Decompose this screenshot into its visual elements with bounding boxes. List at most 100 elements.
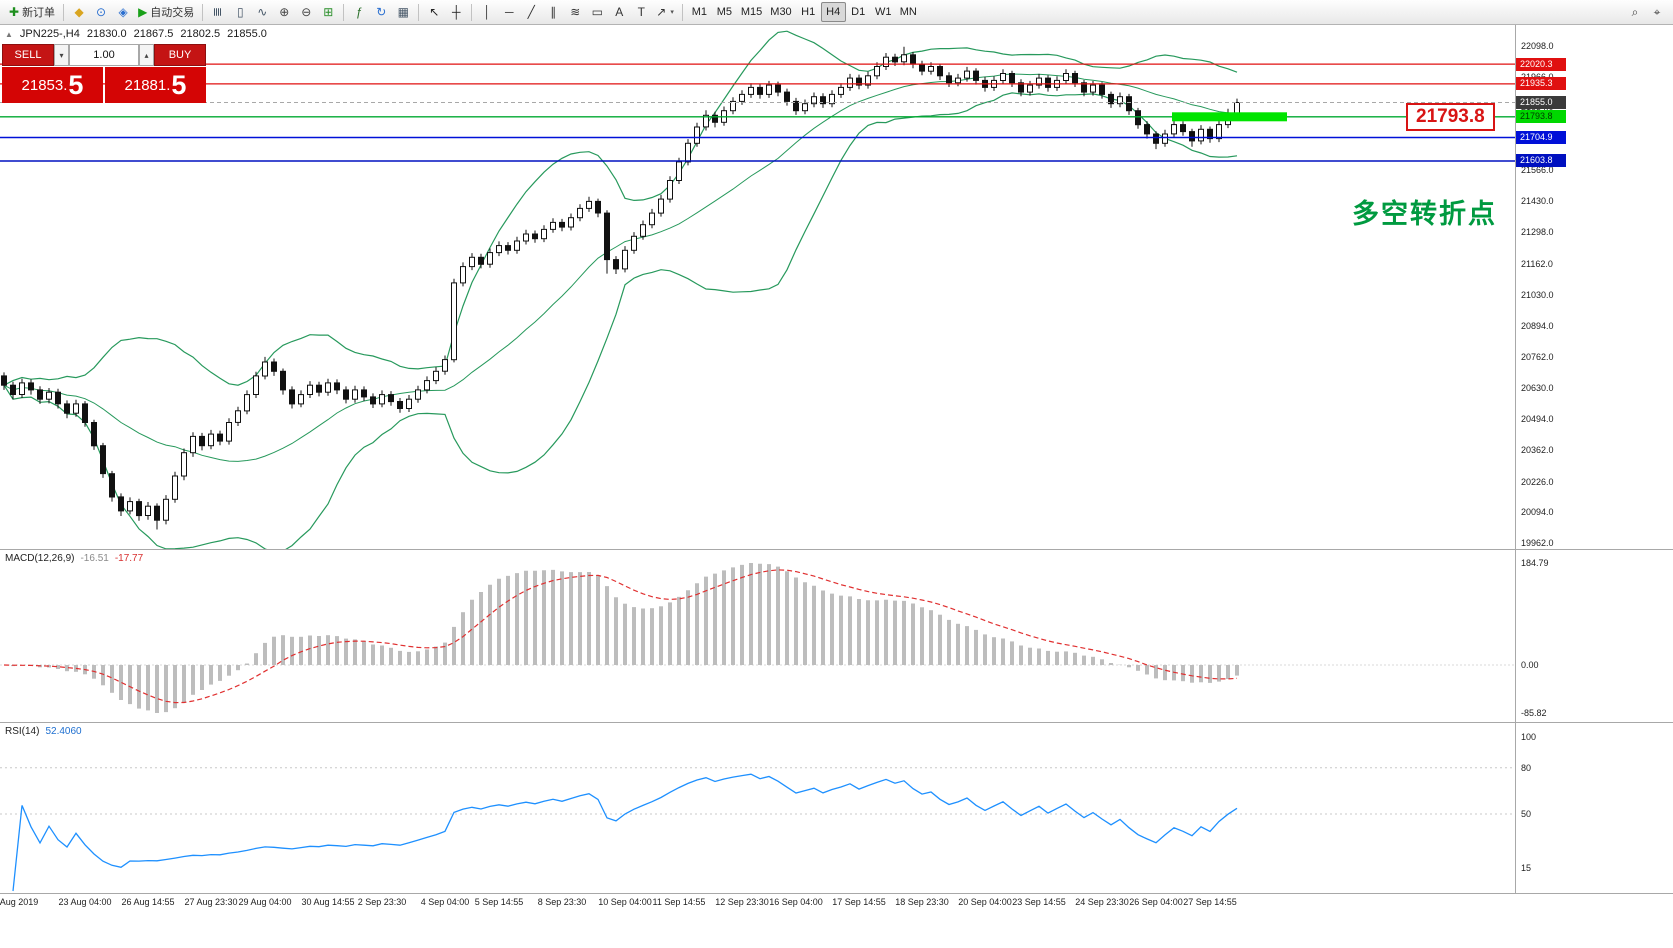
- ask-price-main: 21881.: [124, 76, 171, 94]
- cursor-icon: ↖: [429, 5, 440, 19]
- rsi-axis-label: 15: [1521, 862, 1532, 873]
- buy-button[interactable]: BUY: [154, 44, 206, 66]
- price-tag: 21935.3: [1516, 77, 1566, 91]
- time-axis-label: 23 Sep 14:55: [1012, 897, 1066, 907]
- indicators-button[interactable]: ƒ: [348, 2, 370, 22]
- time-axis-label: 4 Sep 04:00: [420, 897, 470, 907]
- ask-price-button[interactable]: 21881. 5: [105, 67, 206, 103]
- rsi-axis-label: 100: [1521, 732, 1537, 742]
- timeframe-m5-button-label: M5: [716, 6, 733, 18]
- price-tag: 22020.3: [1516, 57, 1566, 71]
- shapes-button[interactable]: ▭: [586, 2, 608, 22]
- pointer-tool-button[interactable]: ⌖: [1646, 2, 1668, 22]
- timeframe-d1-button[interactable]: D1: [846, 2, 871, 22]
- toolbar-separator: [471, 3, 473, 21]
- time-axis-label: 23 Aug 04:00: [58, 897, 112, 907]
- search-button[interactable]: ⌕: [1624, 2, 1646, 22]
- time-axis-label: 27 Aug 23:30: [184, 897, 238, 907]
- line-chart-button[interactable]: ∿: [251, 2, 273, 22]
- trendline-button[interactable]: ╱: [520, 2, 542, 22]
- price-level-label[interactable]: 21793.8: [1406, 103, 1495, 131]
- timeframe-mn-button[interactable]: MN: [896, 2, 921, 22]
- cursor-button[interactable]: ↖: [423, 2, 445, 22]
- price-axis-label: 21566.0: [1521, 164, 1554, 175]
- new-order-button[interactable]: ✚ 新订单: [5, 2, 59, 22]
- timeframe-m1-button[interactable]: M1: [687, 2, 712, 22]
- price-axis-label: 20494.0: [1521, 414, 1554, 425]
- timeframe-h1-button[interactable]: H1: [796, 2, 821, 22]
- toolbar-separator: [681, 3, 683, 21]
- timeframe-w1-button[interactable]: W1: [871, 2, 896, 22]
- label-icon: T: [637, 5, 645, 19]
- layers-icon: ▦: [397, 5, 409, 19]
- time-axis-label: 26 Aug 14:55: [121, 897, 175, 907]
- refresh-button[interactable]: ↻: [370, 2, 392, 22]
- price-axis-label: 21966.0: [1521, 72, 1554, 82]
- candlestick-chart-button[interactable]: ▯: [229, 2, 251, 22]
- panel-separator[interactable]: [0, 549, 1673, 550]
- navigator-button[interactable]: ◈: [112, 2, 134, 22]
- toolbar: ✚ 新订单 ◆ ⊙ ◈ ▶ 自动交易 ≣ ▯ ∿ ⊕ ⊖ ⊞ ƒ ↻ ▦ ↖ ┼ │ ─ ╱ ∥ ≋ ▭ A T ↗ ▾ M1 M5 M15…: [0, 0, 1673, 25]
- macd-histogram: [11, 563, 1239, 713]
- rsi-panel[interactable]: [0, 723, 1515, 893]
- algo-trading-button[interactable]: ▶ 自动交易: [134, 2, 198, 22]
- time-axis-label: 24 Sep 23:30: [1075, 897, 1129, 907]
- arrows-button[interactable]: ↗ ▾: [652, 2, 678, 22]
- timeframe-h4-button-label: H4: [826, 6, 841, 18]
- trade-panel-toggle-button[interactable]: ▲: [5, 29, 13, 39]
- trendline-icon: ╱: [527, 5, 535, 19]
- time-axis-label: 11 Sep 14:55: [652, 897, 706, 907]
- timeframe-m15-button[interactable]: M15: [737, 2, 766, 22]
- label-button[interactable]: T: [630, 2, 652, 22]
- zoom-in-button[interactable]: ⊕: [273, 2, 295, 22]
- price-chart[interactable]: [0, 25, 1515, 549]
- sell-button[interactable]: SELL: [2, 44, 54, 66]
- channel-button[interactable]: ∥: [542, 2, 564, 22]
- caret-down-icon: ▾: [59, 50, 64, 60]
- price-axis-label: 21298.0: [1521, 227, 1554, 238]
- timeframe-h4-button[interactable]: H4: [820, 2, 846, 22]
- toolbar-separator: [418, 3, 420, 21]
- macd-signal-line: [3, 569, 1238, 704]
- market-watch-button[interactable]: ⊙: [90, 2, 112, 22]
- time-axis-label: 2 Sep 23:30: [357, 897, 407, 907]
- highlight-segment[interactable]: [1172, 112, 1287, 122]
- price-axis-label: 20630.0: [1521, 382, 1554, 393]
- bid-price-pip: 5: [68, 69, 84, 100]
- macd-axis-label: 0.00: [1521, 660, 1539, 670]
- volume-input[interactable]: 1.00: [69, 44, 139, 66]
- horizontal-line-button[interactable]: ─: [498, 2, 520, 22]
- fibonacci-icon: ≋: [570, 5, 581, 19]
- new-chart-button[interactable]: ◆: [68, 2, 90, 22]
- time-axis-label: 21 Aug 2019: [0, 897, 39, 907]
- crosshair-button[interactable]: ┼: [445, 2, 467, 22]
- vertical-line-button[interactable]: │: [476, 2, 498, 22]
- timeframe-m30-button[interactable]: M30: [766, 2, 795, 22]
- bar-chart-button[interactable]: ≣: [207, 2, 229, 22]
- rsi-line: [12, 773, 1238, 892]
- objects-list-button[interactable]: ▦: [392, 2, 414, 22]
- timeframe-m5-button[interactable]: M5: [712, 2, 737, 22]
- volume-decrease-button[interactable]: ▾: [54, 44, 69, 66]
- macd-main-value: -16.51: [80, 553, 109, 564]
- time-axis-label: 26 Sep 04:00: [1129, 897, 1183, 907]
- time-axis[interactable]: 21 Aug 2019 23 Aug 04:00 26 Aug 14:55 27 Au…: [0, 894, 1515, 914]
- text-button[interactable]: A: [608, 2, 630, 22]
- zoom-out-button[interactable]: ⊖: [295, 2, 317, 22]
- time-axis-label: 10 Sep 04:00: [598, 897, 652, 907]
- rsi-value: 52.4060: [45, 726, 82, 737]
- market-watch-icon: ⊙: [96, 5, 107, 19]
- low-value: 21802.5: [180, 28, 221, 40]
- volume-increase-button[interactable]: ▴: [139, 44, 154, 66]
- tile-windows-button[interactable]: ⊞: [317, 2, 339, 22]
- bid-price-button[interactable]: 21853. 5: [2, 67, 103, 103]
- bars-icon: ≣: [211, 6, 226, 18]
- fibonacci-button[interactable]: ≋: [564, 2, 586, 22]
- symbol-period-label: JPN225-,H4: [19, 28, 80, 40]
- macd-panel[interactable]: [0, 550, 1515, 722]
- panel-separator[interactable]: [0, 722, 1673, 723]
- price-axis-label: 20762.0: [1521, 351, 1554, 362]
- turning-point-annotation[interactable]: 多空转折点: [1352, 199, 1497, 229]
- price-axis-separator: [1515, 25, 1516, 894]
